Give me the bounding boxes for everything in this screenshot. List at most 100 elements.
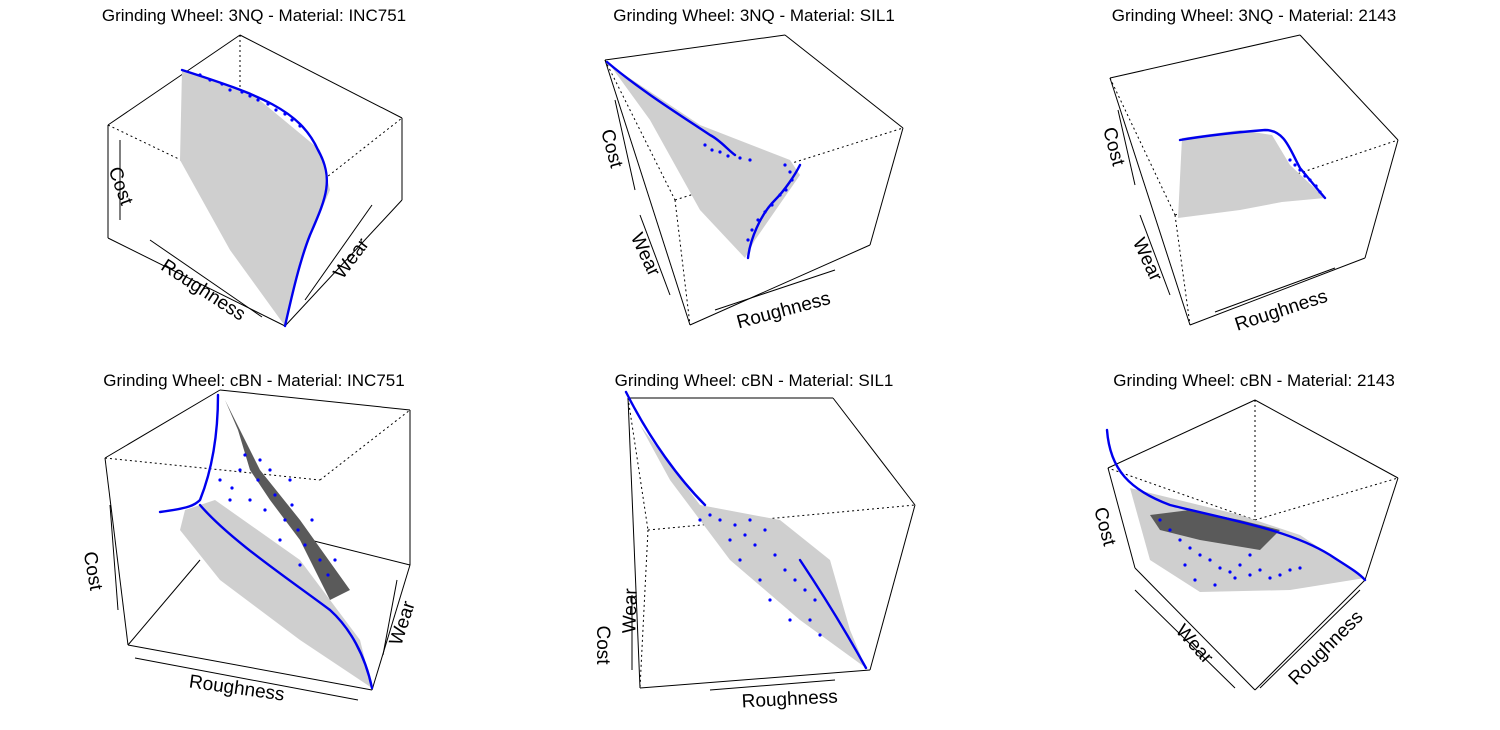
- data-point: [288, 478, 292, 482]
- data-point: [783, 568, 787, 572]
- data-point: [1288, 158, 1292, 162]
- data-point: [298, 124, 302, 128]
- data-point: [266, 102, 270, 106]
- data-point: [1248, 573, 1252, 577]
- pareto-points: [703, 143, 794, 242]
- data-point: [748, 518, 752, 522]
- response-surface: [610, 65, 800, 258]
- plot-box: [104, 389, 411, 691]
- pareto-frontier: [1105, 428, 1367, 582]
- panel-title: Grinding Wheel: 3NQ - Material: SIL1: [613, 6, 895, 25]
- data-point: [783, 163, 787, 167]
- data-point: [1238, 563, 1242, 567]
- data-point: [728, 538, 732, 542]
- pareto-points: [1288, 158, 1322, 194]
- data-point: [220, 82, 224, 86]
- axis-label-cost: Cost: [104, 164, 137, 209]
- data-point: [1258, 568, 1262, 572]
- data-point: [1248, 553, 1252, 557]
- response-surface-dark: [1150, 510, 1280, 550]
- axis-label-wear: Wear: [1128, 235, 1166, 285]
- panel-title: Grinding Wheel: 3NQ - Material: INC751: [102, 6, 406, 25]
- data-point: [1178, 538, 1182, 542]
- data-point: [718, 518, 722, 522]
- data-point: [243, 453, 247, 457]
- plot-box: [627, 397, 916, 689]
- data-point: [763, 528, 767, 532]
- panel-title: Grinding Wheel: cBN - Material: 2143: [1113, 371, 1395, 390]
- axis-label-cost: Cost: [592, 625, 613, 665]
- panel-3nq-2143: Grinding Wheel: 3NQ - Material: 2143 Cos…: [1098, 6, 1399, 336]
- data-point: [748, 158, 752, 162]
- data-point: [753, 543, 757, 547]
- data-point: [1318, 190, 1322, 194]
- axis-label-cost: Cost: [1089, 505, 1120, 549]
- data-point: [1168, 528, 1172, 532]
- axis-label-cost: Cost: [1098, 125, 1129, 169]
- data-point: [718, 150, 722, 154]
- data-point: [803, 588, 807, 592]
- pareto-points: [698, 513, 822, 637]
- data-point: [756, 218, 760, 222]
- plot-box: [1107, 399, 1399, 691]
- panel-title: Grinding Wheel: cBN - Material: INC751: [103, 371, 404, 390]
- data-point: [1218, 566, 1222, 570]
- data-point: [1188, 546, 1192, 550]
- data-point: [310, 518, 314, 522]
- data-point: [296, 528, 300, 532]
- data-point: [703, 143, 707, 147]
- data-point: [790, 178, 794, 182]
- panel-cbn-inc751: Grinding Wheel: cBN - Material: INC751 C…: [79, 371, 420, 706]
- axis-label-roughness: Roughness: [1232, 286, 1330, 336]
- pareto-points: [218, 453, 337, 577]
- data-point: [1308, 178, 1312, 182]
- data-point: [788, 618, 792, 622]
- data-point: [1183, 563, 1187, 567]
- data-point: [248, 498, 252, 502]
- pareto-frontier: [158, 393, 374, 690]
- axis-label-wear: Wear: [619, 587, 642, 633]
- data-point: [813, 598, 817, 602]
- data-point: [1158, 518, 1162, 522]
- data-point: [1314, 184, 1318, 188]
- data-point: [818, 633, 822, 637]
- data-point: [333, 558, 337, 562]
- axis-arrows: [1117, 109, 1336, 313]
- pareto-frontier: [180, 68, 329, 328]
- panel-cbn-2143: Grinding Wheel: cBN - Material: 2143 Cos…: [1089, 371, 1399, 691]
- data-point: [290, 118, 294, 122]
- pareto-frontier: [605, 60, 737, 157]
- data-point: [778, 193, 782, 197]
- data-point: [770, 203, 774, 207]
- data-point: [1208, 558, 1212, 562]
- data-point: [808, 618, 812, 622]
- data-point: [1213, 583, 1217, 587]
- response-surface: [180, 70, 330, 326]
- data-point: [326, 573, 330, 577]
- pareto-points: [1158, 518, 1302, 587]
- data-point: [303, 543, 307, 547]
- data-point: [268, 468, 272, 472]
- data-point: [256, 98, 260, 102]
- axis-label-roughness: Roughness: [741, 687, 838, 713]
- axis-arrows: [1134, 589, 1361, 689]
- pareto-frontier: [1178, 128, 1327, 200]
- data-point: [743, 533, 747, 537]
- pareto-frontier: [624, 390, 868, 670]
- axis-arrows: [109, 504, 398, 701]
- response-surface: [180, 500, 372, 688]
- panel-title: Grinding Wheel: cBN - Material: SIL1: [615, 371, 894, 390]
- axis-label-roughness: Roughness: [157, 255, 249, 325]
- axis-label-wear: Wear: [330, 234, 374, 283]
- data-point: [318, 558, 322, 562]
- data-point: [1228, 570, 1232, 574]
- data-point: [208, 78, 212, 82]
- data-point: [290, 503, 294, 507]
- axis-label-roughness: Roughness: [734, 288, 832, 333]
- data-point: [784, 188, 788, 192]
- data-point: [283, 112, 287, 116]
- plot-box: [1109, 34, 1399, 326]
- data-point: [746, 238, 750, 242]
- response-surface-dark: [225, 400, 350, 600]
